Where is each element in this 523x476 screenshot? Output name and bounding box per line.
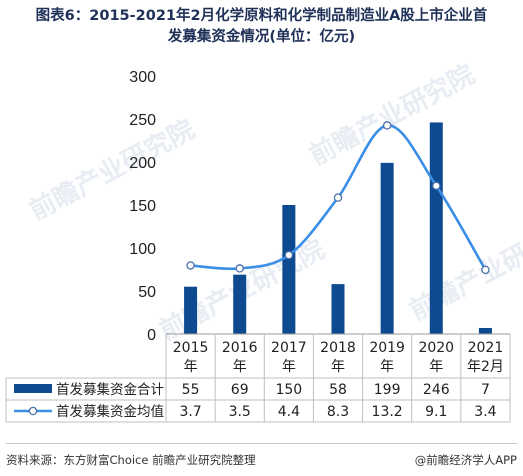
x-tick-label: 2020 (418, 340, 454, 356)
legend-line-label: 首发募集资金均值 (56, 404, 164, 420)
y-tick-label: 100 (129, 241, 156, 258)
x-tick-label: 2015 (173, 340, 209, 356)
footer-divider (6, 443, 517, 444)
data-label-total: 7 (481, 382, 490, 398)
brand-note: @前瞻经济学人APP (414, 453, 517, 467)
data-label-total: 55 (182, 382, 200, 398)
y-tick-label: 200 (129, 155, 156, 172)
line-point-2021 (481, 265, 490, 275)
source-note: 资料来源：东方财富Choice 前瞻产业研究院整理 (6, 453, 256, 467)
x-tick-label: 年 (429, 359, 443, 375)
y-tick-label: 300 (129, 69, 156, 86)
y-tick-label: 150 (129, 198, 156, 215)
data-label-average: 8.3 (327, 404, 349, 420)
x-tick-label: 年 (282, 359, 296, 375)
bar-2021 (478, 327, 492, 334)
y-tick-label: 250 (129, 112, 156, 129)
line-point-2020 (432, 181, 441, 191)
line-point-2016 (235, 264, 244, 273)
x-tick-label: 2021 (468, 340, 504, 356)
chart-title-line-2: 发募集资金情况(单位：亿元) (167, 29, 356, 45)
legend-line-marker (28, 406, 38, 416)
data-label-total: 246 (423, 382, 450, 398)
x-tick-label: 年 (380, 359, 394, 375)
line-point-2017 (284, 250, 294, 260)
data-label-total: 150 (275, 382, 302, 398)
chart: 0 50 100 150 200 250 300 2015 年 2016 年 2017 年 2018 年 20… (5, 69, 511, 423)
bar-2015 (184, 286, 198, 334)
bar-2020 (429, 122, 443, 334)
bar-2017 (282, 205, 296, 334)
legend-bar-swatch (14, 384, 52, 393)
y-tick-label: 50 (138, 284, 156, 301)
bar-2016 (233, 274, 247, 334)
data-label-total: 199 (374, 382, 401, 398)
bar-2019 (380, 162, 394, 334)
data-label-average: 4.4 (278, 404, 300, 420)
data-label-average: 9.1 (425, 404, 447, 420)
line-point-2019 (382, 121, 392, 130)
chart-title-line-1: 图表6：2015-2021年2月化学原料和化学制品制造业A股上市企业首 (35, 8, 488, 24)
bar-2018 (331, 284, 345, 334)
data-label-average: 3.7 (179, 404, 201, 420)
data-label-total: 58 (329, 382, 347, 398)
x-tick-label: 2019 (369, 340, 405, 356)
x-tick-label: 2018 (320, 340, 356, 356)
legend-bar-label: 首发募集资金合计 (56, 382, 164, 398)
chart-title: 图表6：2015-2021年2月化学原料和化学制品制造业A股上市企业首 发募集资… (0, 6, 523, 48)
line-point-2018 (333, 193, 343, 202)
data-label-average: 3.5 (229, 404, 251, 420)
x-tick-label: 年 (184, 359, 198, 375)
x-tick-label: 年 (233, 359, 247, 375)
x-tick-label: 2016 (222, 340, 258, 356)
line-point-2015 (186, 261, 195, 270)
x-tick-label: 年2月 (467, 359, 504, 375)
x-tick-label: 2017 (271, 340, 307, 356)
y-tick-label: 0 (147, 327, 156, 344)
data-label-average: 13.2 (372, 404, 403, 420)
footer: 资料来源：东方财富Choice 前瞻产业研究院整理 @前瞻经济学人APP (0, 443, 523, 476)
data-label-total: 69 (231, 382, 249, 398)
data-label-average: 3.4 (474, 404, 496, 420)
x-tick-label: 年 (331, 359, 345, 375)
